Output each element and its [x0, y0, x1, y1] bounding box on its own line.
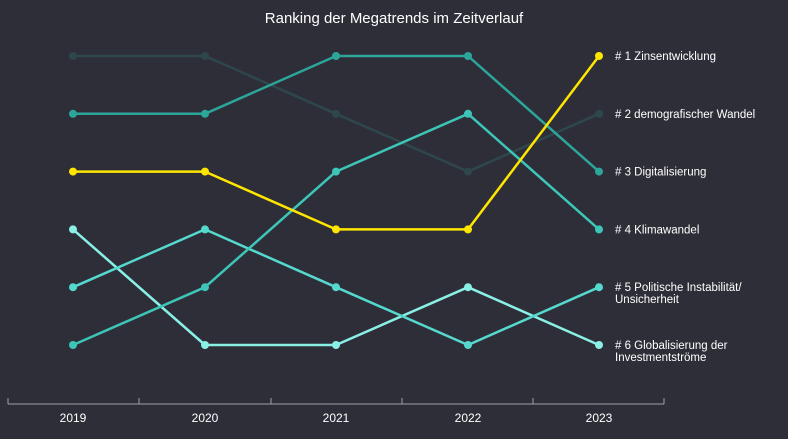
data-point — [464, 167, 472, 176]
data-point — [69, 52, 77, 60]
series-layer — [69, 52, 603, 349]
data-point — [201, 225, 209, 234]
series-label-line: Investmentströme — [615, 352, 706, 364]
data-point — [595, 283, 603, 292]
data-point — [464, 225, 472, 234]
data-point — [464, 52, 472, 60]
data-point — [69, 109, 77, 118]
data-point — [201, 341, 209, 349]
x-axis: 2019 2020 2021 2022 2023 — [7, 398, 665, 425]
data-point — [201, 283, 209, 292]
series-label-line: # 4 Klimawandel — [615, 224, 699, 236]
data-point — [332, 341, 340, 349]
data-point — [201, 109, 209, 118]
series-line — [71, 54, 601, 231]
data-point — [201, 167, 209, 176]
series-label: # 6 Globalisierung der Investmentströme — [615, 340, 728, 364]
data-point — [69, 341, 77, 349]
series-5-politische-instabilit-t-unsicherheit — [69, 225, 603, 349]
x-tick-label: 2020 — [192, 411, 219, 425]
data-point — [595, 225, 603, 234]
data-point — [332, 283, 340, 292]
data-point — [464, 109, 472, 118]
data-point — [595, 341, 603, 349]
data-point — [332, 167, 340, 176]
series-label-line: # 5 Politische Instabilität/ — [615, 282, 742, 294]
x-tick-label: 2022 — [455, 411, 482, 425]
series-4-klimawandel — [69, 109, 603, 349]
series-label-line: # 2 demografischer Wandel — [615, 109, 755, 121]
data-point — [332, 109, 340, 118]
chart-title: Ranking der Megatrends im Zeitverlauf — [265, 10, 524, 27]
data-point — [332, 52, 340, 60]
data-point — [464, 341, 472, 349]
x-tick-label: 2021 — [323, 411, 350, 425]
data-point — [69, 225, 77, 234]
data-point — [69, 283, 77, 292]
series-1-zinsentwicklung — [69, 52, 603, 234]
data-point — [464, 283, 472, 292]
series-label: # 1 Zinsentwicklung — [615, 51, 716, 63]
data-point — [595, 167, 603, 176]
series-label-line: Unsicherheit — [615, 294, 680, 306]
series-label: # 3 Digitalisierung — [615, 167, 706, 179]
data-point — [69, 167, 77, 176]
series-label: # 4 Klimawandel — [615, 224, 699, 236]
series-3-digitalisierung — [69, 52, 603, 176]
data-point — [332, 225, 340, 234]
series-label: # 2 demografischer Wandel — [615, 109, 755, 121]
data-point — [595, 109, 603, 118]
series-label: # 5 Politische Instabilität/Unsicherheit — [615, 282, 742, 306]
data-point — [201, 52, 209, 60]
series-label-line: # 3 Digitalisierung — [615, 167, 706, 179]
x-tick-label: 2019 — [60, 411, 87, 425]
series-labels: # 1 Zinsentwicklung # 2 demografischer Wa… — [615, 51, 755, 364]
series-label-line: # 1 Zinsentwicklung — [615, 51, 716, 63]
series-label-line: # 6 Globalisierung der — [615, 340, 728, 352]
x-tick-label: 2023 — [586, 411, 613, 425]
data-point — [595, 52, 603, 60]
